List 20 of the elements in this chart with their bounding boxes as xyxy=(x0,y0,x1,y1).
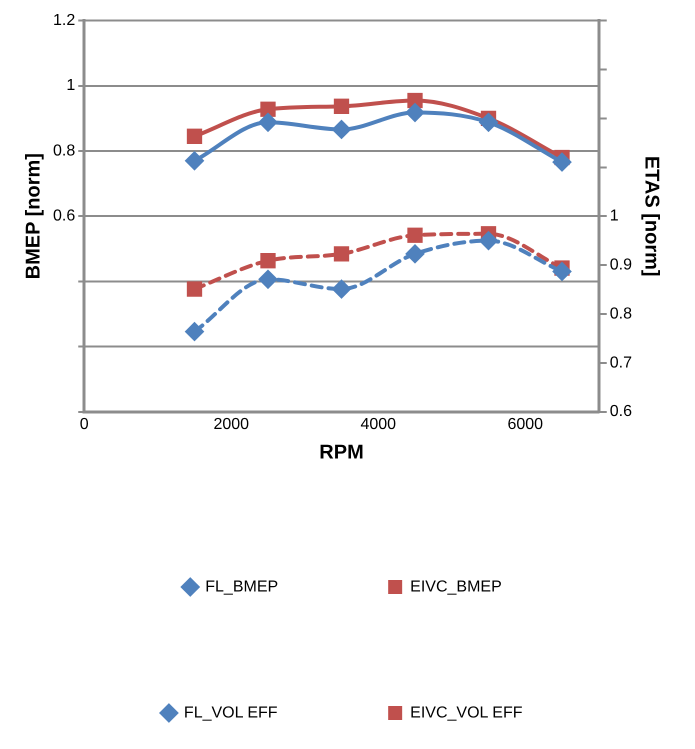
y2-tick-label: 0.8 xyxy=(610,305,632,322)
x-axis-title: RPM xyxy=(319,442,364,464)
legend-label: EIVC_BMEP xyxy=(410,578,502,596)
y2-tick-label: 0.9 xyxy=(610,256,632,274)
y2-tick-label: 0.7 xyxy=(610,354,632,372)
y2-tick-label: 1 xyxy=(610,208,619,225)
legend-label: FL_BMEP xyxy=(205,578,278,596)
y2-tick-label: 0.6 xyxy=(610,403,632,420)
x-tick-label: 0 xyxy=(80,416,89,433)
y-tick-label: 0.6 xyxy=(52,208,76,225)
x-tick-label: 6000 xyxy=(507,416,544,433)
legend-label: FL_VOL EFF xyxy=(184,704,278,722)
y-axis-title: BMEP [norm] xyxy=(22,153,45,280)
x-tick-label: 2000 xyxy=(213,416,250,433)
y-tick-label: 1.2 xyxy=(52,12,76,30)
legend-label: EIVC_VOL EFF xyxy=(410,704,523,722)
x-tick-label: 4000 xyxy=(360,416,396,433)
y-tick-label: 1 xyxy=(66,77,76,94)
y-tick-label: 0.8 xyxy=(52,142,76,160)
y2-axis-title: ETAS [norm] xyxy=(640,156,662,277)
